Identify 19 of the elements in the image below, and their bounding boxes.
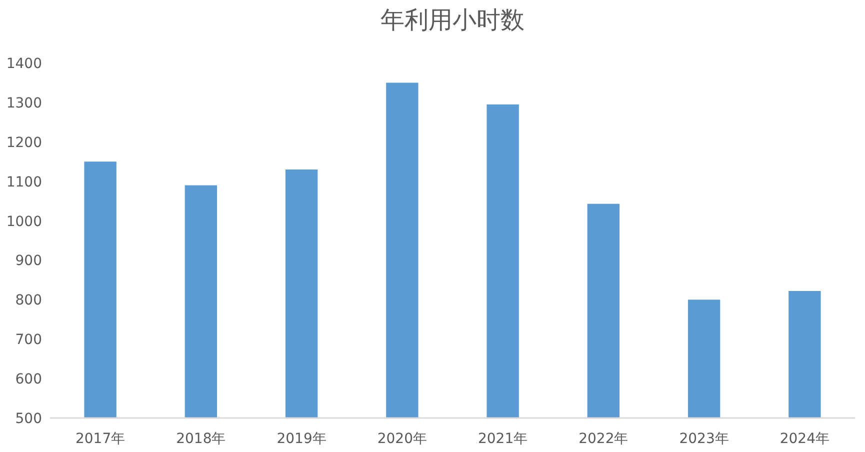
y-tick-label: 1300 [6,95,42,112]
y-tick-label: 700 [15,332,42,348]
y-tick-label: 900 [15,253,42,270]
y-tick-label: 1200 [6,134,42,151]
y-tick-label: 600 [15,372,42,388]
y-tick-label: 800 [15,292,42,309]
x-tick-label: 2017年 [75,431,126,447]
x-tick-label: 2024年 [780,431,830,447]
x-tick-label: 2021年 [478,431,528,447]
y-tick-label: 1400 [6,56,42,72]
x-tick-label: 2020年 [377,431,428,447]
x-tick-label: 2023年 [679,431,729,447]
chart-title: 年利用小时数 [380,6,524,34]
x-tick-label: 2022年 [578,431,628,447]
y-tick-label: 1100 [6,174,42,190]
x-tick-label: 2019年 [276,431,326,447]
y-tick-label: 500 [15,411,42,427]
x-tick-label: 2018年 [176,431,226,447]
y-tick-label: 1000 [6,214,42,230]
